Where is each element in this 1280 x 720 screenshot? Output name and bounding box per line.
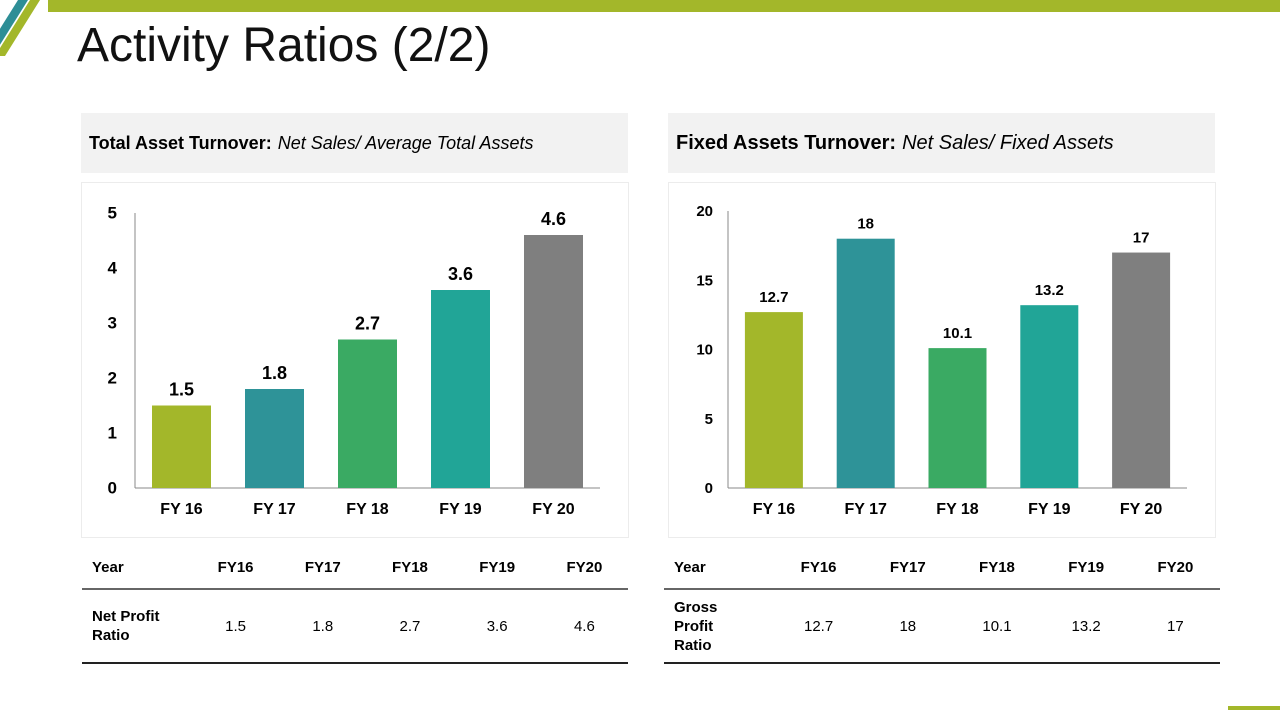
data-label: 1.5 bbox=[169, 380, 194, 400]
data-label: 4.6 bbox=[541, 209, 566, 229]
y-tick-label: 5 bbox=[108, 204, 117, 223]
right-data-table: Year FY16 FY17 FY18 FY19 FY20 Gross Prof… bbox=[664, 546, 1220, 664]
bar bbox=[338, 339, 397, 488]
table-cell: 3.6 bbox=[453, 589, 541, 664]
left-chart-panel: 0 1 2 3 4 5 1.5 FY 16 1.8 FY 17 2.7 FY 18 3.6 FY 19 4.… bbox=[81, 182, 629, 538]
table-cell: 1.5 bbox=[192, 589, 280, 664]
table-header-cell: FY17 bbox=[863, 546, 953, 590]
y-tick-label: 4 bbox=[108, 259, 118, 278]
data-label: 3.6 bbox=[448, 264, 473, 284]
table-cell: 4.6 bbox=[540, 589, 628, 664]
data-label: 2.7 bbox=[355, 314, 380, 334]
left-formula-label: Total Asset Turnover: bbox=[89, 132, 272, 153]
data-label: 1.8 bbox=[262, 363, 287, 383]
table-cell: 18 bbox=[863, 589, 953, 664]
bar bbox=[152, 405, 211, 488]
table-header-cell: FY18 bbox=[366, 546, 454, 590]
data-label: 17 bbox=[1133, 230, 1150, 247]
y-tick-label: 0 bbox=[705, 480, 713, 497]
table-row: Net Profit Ratio 1.5 1.8 2.7 3.6 4.6 bbox=[82, 589, 628, 664]
left-data-table: Year FY16 FY17 FY18 FY19 FY20 Net Profit… bbox=[82, 546, 628, 664]
bar bbox=[524, 235, 583, 488]
data-label: 12.7 bbox=[759, 289, 788, 306]
table-header-cell: FY16 bbox=[192, 546, 280, 590]
top-accent-bar bbox=[48, 0, 1280, 12]
table-row: Gross Profit Ratio 12.7 18 10.1 13.2 17 bbox=[664, 589, 1220, 664]
right-formula-value: Net Sales/ Fixed Assets bbox=[902, 131, 1114, 154]
fixed-assets-turnover-chart: 0 5 10 15 20 12.7 FY 16 18 FY 17 10.1 FY 18 13.2 FY … bbox=[696, 203, 1187, 518]
table-cell: 13.2 bbox=[1041, 589, 1131, 664]
y-tick-label: 15 bbox=[696, 272, 713, 289]
table-header-cell: FY18 bbox=[952, 546, 1042, 590]
row-label: Net Profit Ratio bbox=[82, 589, 192, 664]
x-tick-label: FY 17 bbox=[253, 501, 296, 518]
bar bbox=[744, 312, 803, 488]
table-cell: 17 bbox=[1130, 589, 1220, 664]
y-tick-label: 0 bbox=[108, 479, 117, 498]
table-header-cell: FY19 bbox=[453, 546, 541, 590]
table-cell: 10.1 bbox=[952, 589, 1042, 664]
left-formula-box: Total Asset Turnover: Net Sales/ Average… bbox=[81, 113, 628, 173]
bar bbox=[245, 389, 304, 488]
data-label: 13.2 bbox=[1035, 282, 1064, 299]
x-tick-label: FY 16 bbox=[160, 501, 203, 518]
table-header-cell: FY19 bbox=[1041, 546, 1131, 590]
data-label: 18 bbox=[857, 216, 874, 233]
y-tick-label: 20 bbox=[696, 203, 713, 220]
table-header-cell: Year bbox=[82, 546, 192, 590]
x-tick-label: FY 16 bbox=[753, 501, 796, 518]
y-tick-label: 10 bbox=[696, 342, 713, 359]
x-tick-label: FY 18 bbox=[936, 501, 979, 518]
table-header-cell: FY16 bbox=[774, 546, 864, 590]
y-tick-label: 5 bbox=[705, 411, 713, 428]
data-label: 10.1 bbox=[943, 325, 972, 342]
page-title: Activity Ratios (2/2) bbox=[77, 19, 491, 72]
y-tick-label: 2 bbox=[108, 369, 117, 388]
x-tick-label: FY 19 bbox=[1028, 501, 1071, 518]
table-header-row: Year FY16 FY17 FY18 FY19 FY20 bbox=[664, 546, 1220, 590]
x-tick-label: FY 20 bbox=[1120, 501, 1163, 518]
table-header-cell: FY20 bbox=[540, 546, 628, 590]
y-tick-label: 1 bbox=[108, 424, 117, 443]
x-tick-label: FY 20 bbox=[532, 501, 575, 518]
y-tick-label: 3 bbox=[108, 314, 117, 333]
bar bbox=[1020, 305, 1079, 488]
total-asset-turnover-chart: 0 1 2 3 4 5 1.5 FY 16 1.8 FY 17 2.7 FY 18 3.6 FY 19 4.… bbox=[108, 204, 600, 518]
left-formula-value: Net Sales/ Average Total Assets bbox=[277, 132, 534, 153]
bar bbox=[1112, 252, 1171, 488]
right-formula-label: Fixed Assets Turnover: bbox=[676, 131, 897, 154]
right-formula-box: Fixed Assets Turnover: Net Sales/ Fixed … bbox=[668, 113, 1215, 173]
table-header-row: Year FY16 FY17 FY18 FY19 FY20 bbox=[82, 546, 628, 590]
right-chart-panel: 0 5 10 15 20 12.7 FY 16 18 FY 17 10.1 FY 18 13.2 FY … bbox=[668, 182, 1216, 538]
x-tick-label: FY 19 bbox=[439, 501, 482, 518]
table-header-cell: FY17 bbox=[279, 546, 367, 590]
bar bbox=[836, 238, 895, 488]
table-cell: 12.7 bbox=[774, 589, 864, 664]
table-cell: 2.7 bbox=[366, 589, 454, 664]
bar bbox=[928, 348, 987, 488]
x-tick-label: FY 18 bbox=[346, 501, 389, 518]
x-tick-label: FY 17 bbox=[844, 501, 887, 518]
table-cell: 1.8 bbox=[279, 589, 367, 664]
bottom-accent-bar bbox=[1228, 706, 1280, 710]
row-label: Gross Profit Ratio bbox=[664, 589, 774, 664]
table-header-cell: FY20 bbox=[1130, 546, 1220, 590]
table-header-cell: Year bbox=[664, 546, 774, 590]
bar bbox=[431, 290, 490, 488]
